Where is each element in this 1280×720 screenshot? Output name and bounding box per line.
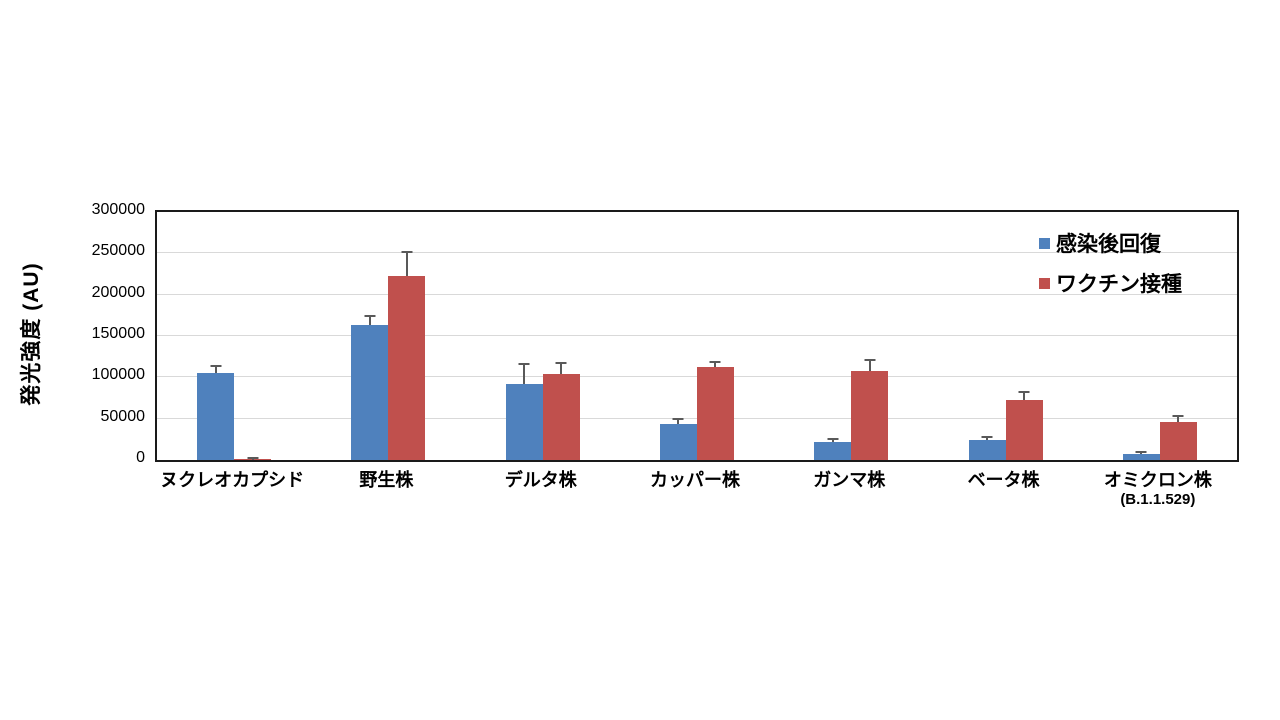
error-bar <box>986 438 989 441</box>
y-axis-tick-label: 50000 <box>100 407 146 425</box>
bar <box>851 370 889 460</box>
bar-group <box>928 212 1082 460</box>
error-bar <box>1023 393 1026 400</box>
bar <box>197 373 235 460</box>
gridline <box>157 293 1237 295</box>
category-label-text: ガンマ株 <box>813 470 886 490</box>
bar <box>968 440 1006 460</box>
error-bar-cap <box>1135 450 1147 453</box>
x-axis-category-label: ガンマ株 <box>772 470 926 490</box>
bar-group <box>774 212 928 460</box>
y-axis-tick-label: 300000 <box>91 201 145 218</box>
error-bar <box>523 364 526 384</box>
bar-group <box>311 212 465 460</box>
x-axis-category-label: ヌクレオカプシド <box>155 470 309 490</box>
bar <box>814 441 852 460</box>
category-label-text: デルタ株 <box>504 470 577 490</box>
error-bar-cap <box>555 362 567 365</box>
error-bar <box>251 458 254 460</box>
error-bar <box>831 439 834 442</box>
bar-group <box>1083 212 1237 460</box>
y-axis-title: 発光強度 (AU) <box>20 262 43 406</box>
error-bar-cap <box>827 437 839 440</box>
error-bar <box>1140 452 1143 455</box>
x-axis-category-label: 野生株 <box>309 470 463 490</box>
error-bar-cap <box>1018 391 1030 394</box>
category-sublabel-text: (B.1.1.529) <box>1120 491 1196 508</box>
bar <box>696 366 734 460</box>
error-bar-cap <box>401 250 413 253</box>
bar-group <box>466 212 620 460</box>
legend-swatch <box>1039 237 1050 249</box>
legend-item: 感染後回復 <box>1039 232 1182 256</box>
y-axis-tick-label: 0 <box>136 449 145 466</box>
error-bar <box>868 360 871 371</box>
bar <box>659 423 697 460</box>
legend-label: ワクチン接種 <box>1056 273 1182 296</box>
gridline <box>157 335 1237 336</box>
error-bar <box>1177 417 1180 422</box>
bar <box>1005 399 1043 460</box>
error-bar <box>405 252 408 277</box>
bar <box>1159 421 1197 460</box>
gridline <box>157 252 1237 254</box>
category-label-text: ヌクレオカプシド <box>160 470 305 490</box>
error-bar <box>560 364 563 375</box>
bar <box>234 459 272 460</box>
error-bar-cap <box>210 364 222 367</box>
category-label-text: ベータ株 <box>967 470 1040 490</box>
category-label-text: オミクロン株 <box>1103 470 1212 490</box>
bar-group <box>620 212 774 460</box>
legend-label: 感染後回復 <box>1056 233 1161 256</box>
y-axis-tick-label: 100000 <box>91 366 145 384</box>
error-bar-cap <box>1172 415 1184 418</box>
error-bar <box>214 366 217 374</box>
plot-area: 感染後回復ワクチン接種 <box>155 210 1239 462</box>
category-label-text: カッパー株 <box>649 470 740 490</box>
legend-item: ワクチン接種 <box>1039 272 1182 296</box>
bar <box>542 374 580 460</box>
error-bar <box>714 363 717 367</box>
y-axis-tick-label: 200000 <box>91 283 145 301</box>
legend: 感染後回復ワクチン接種 <box>1039 232 1182 312</box>
error-bar-cap <box>364 315 376 317</box>
error-bar-cap <box>981 436 993 439</box>
bar <box>1122 454 1160 460</box>
error-bar-cap <box>247 456 259 459</box>
y-axis-tick-label: 150000 <box>91 325 145 342</box>
x-axis-category-label: オミクロン株 (B.1.1.529) <box>1081 470 1235 510</box>
x-axis-category-label: デルタ株 <box>464 470 618 490</box>
category-label-text: 野生株 <box>359 470 414 490</box>
bar-group <box>157 212 311 460</box>
legend-swatch <box>1039 277 1050 289</box>
bar <box>388 276 426 460</box>
error-bar-cap <box>518 362 530 365</box>
error-bar-cap <box>709 361 721 364</box>
error-bar-cap <box>672 418 684 421</box>
bar <box>351 325 389 460</box>
error-bar-cap <box>864 358 876 361</box>
y-axis-tick-label: 250000 <box>91 242 145 260</box>
error-bar <box>368 317 371 326</box>
bar <box>505 383 543 460</box>
x-axis-category-label: カッパー株 <box>618 470 772 490</box>
error-bar <box>677 420 680 424</box>
x-axis-category-label: ベータ株 <box>926 470 1080 490</box>
